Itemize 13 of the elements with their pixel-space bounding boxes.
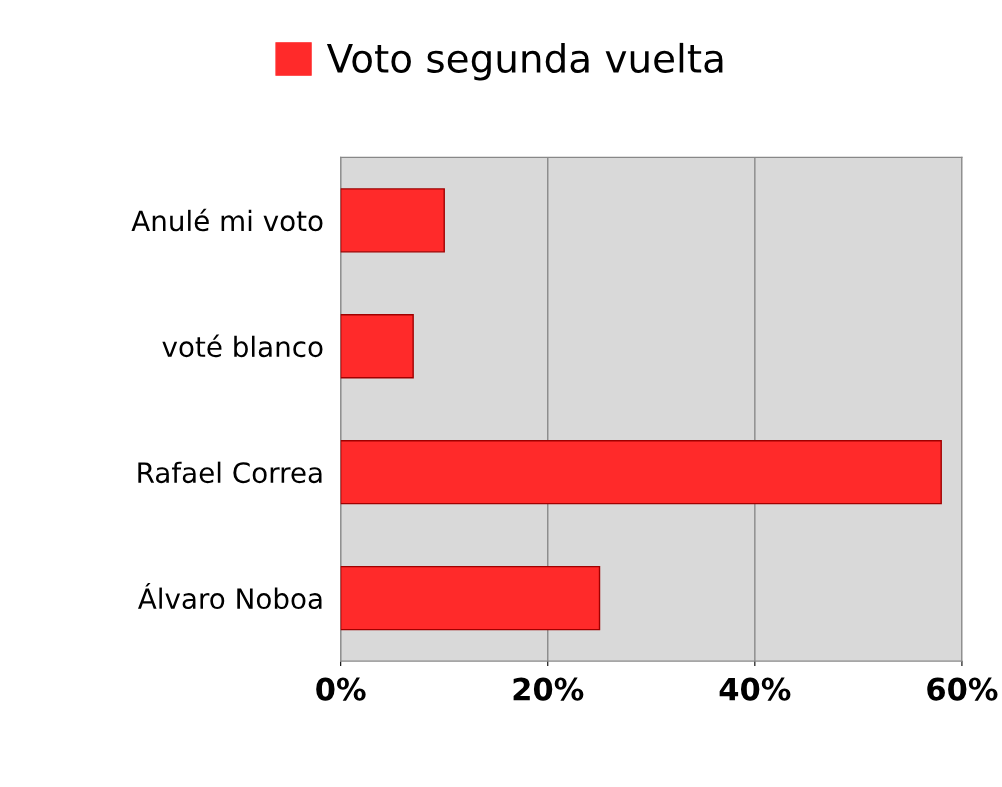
x-tick-label: 60%: [927, 677, 998, 701]
legend-label: Voto segunda vuelta: [326, 42, 723, 81]
y-tick-label: Rafael Correa: [138, 461, 322, 484]
y-tick-label: voté blanco: [162, 334, 323, 358]
bar: [340, 565, 601, 631]
y-tick-label: Álvaro Noboa: [138, 582, 322, 610]
bar: [340, 188, 445, 253]
x-tick-label: 40%: [719, 677, 791, 701]
x-tick-label: 20%: [513, 677, 584, 701]
bar: [340, 314, 414, 379]
y-tick-label: Anulé mi voto: [131, 208, 323, 232]
bar: [340, 440, 942, 505]
x-tick-label: 0%: [316, 677, 366, 701]
